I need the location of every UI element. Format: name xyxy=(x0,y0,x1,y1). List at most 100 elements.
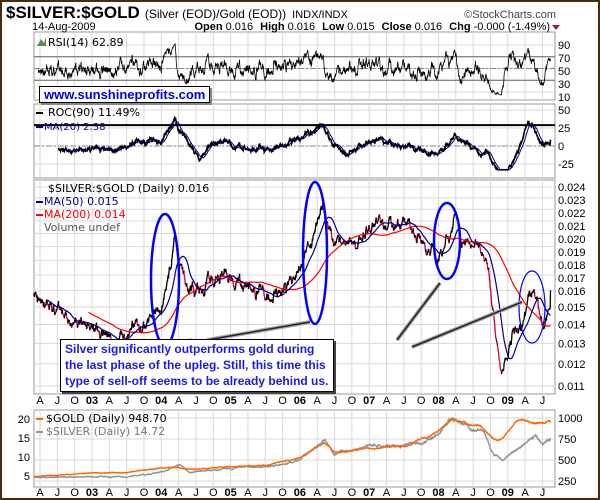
gold-legend: $GOLD (Daily) 948.70 xyxy=(46,412,167,425)
volume-legend: Volume undef xyxy=(44,221,121,234)
silver-tick-label: 10 xyxy=(18,452,30,464)
roc-tick-label: 25 xyxy=(558,123,570,135)
x-axis-label: 04 xyxy=(155,395,168,407)
low-label: Low xyxy=(322,21,345,33)
gold-tick-label: 500 xyxy=(558,455,576,467)
x-axis-label: A xyxy=(36,395,44,407)
x-axis-label: 03 xyxy=(86,487,98,498)
roc-tick-label: -25 xyxy=(558,159,574,171)
x-axis-label: O xyxy=(70,487,79,498)
x-axis-label: J xyxy=(193,487,199,498)
x-axis-label: 05 xyxy=(224,487,236,498)
roc-line xyxy=(57,115,552,171)
ma50-line xyxy=(46,216,551,360)
roc-ma-line xyxy=(63,121,551,171)
x-axis-label: O xyxy=(140,487,149,498)
silver-swatch xyxy=(36,431,43,433)
x-axis-label: J xyxy=(55,395,61,407)
low-value: 0.015 xyxy=(347,21,375,33)
x-axis-label: A xyxy=(36,487,44,498)
silver-tick-label: 5 xyxy=(24,471,30,483)
high-label: High xyxy=(260,21,285,33)
ma200-legend: MA(200) 0.014 xyxy=(44,208,126,221)
annotation-line: the last phase of the upleg. Still, this… xyxy=(65,358,326,372)
ratio-tick-label: 0.011 xyxy=(558,381,585,393)
ratio-legend: $SILVER:$GOLD (Daily) 0.016 xyxy=(48,182,209,195)
roc-ma-legend: MA(20) 2.38 xyxy=(44,122,105,133)
ratio-tick-label: 0.022 xyxy=(558,208,586,220)
x-axis-label: 09 xyxy=(502,395,514,407)
rsi-tick-label: 70 xyxy=(558,53,570,65)
ratio-tick-label: 0.021 xyxy=(558,221,586,233)
x-axis-label: J xyxy=(124,395,130,407)
x-axis-label: O xyxy=(209,487,218,498)
ratio-tick-label: 0.014 xyxy=(558,319,586,331)
x-axis-label: A xyxy=(244,487,252,498)
x-axis-label: O xyxy=(348,487,357,498)
roc-tick-label: 50 xyxy=(558,105,570,117)
close-value: 0.016 xyxy=(414,21,443,33)
x-axis-label: O xyxy=(278,395,287,407)
highlight-ellipse xyxy=(432,201,462,281)
x-axis-label: 09 xyxy=(502,487,514,498)
chart-exchange: INDX/INDX xyxy=(292,9,348,21)
x-axis-label: O xyxy=(417,395,426,407)
x-axis-label: A xyxy=(383,395,391,407)
gold-line xyxy=(33,417,552,478)
x-axis-label: A xyxy=(383,487,391,498)
open-value: 0.016 xyxy=(225,21,254,33)
x-axis-label: 08 xyxy=(432,395,444,407)
x-axis-label: J xyxy=(470,487,476,498)
ratio-tick-label: 0.023 xyxy=(558,195,586,207)
panel-frame xyxy=(33,409,556,488)
ratio-tick-label: 0.017 xyxy=(558,273,586,285)
x-axis-label: 06 xyxy=(294,395,306,407)
x-axis-label: O xyxy=(417,487,426,498)
x-axis-label: J xyxy=(263,487,269,498)
x-axis-label: O xyxy=(278,487,287,498)
legends: RSI(14) 62.89 ROC(90) 11.49% MA(20) 2.38… xyxy=(36,36,209,438)
x-axis-label: A xyxy=(314,395,322,407)
annotation-line: type of sell-off seems to be already beh… xyxy=(65,374,329,388)
x-axis-label: A xyxy=(244,395,252,407)
gold-tick-label: 1000 xyxy=(558,413,582,425)
x-axis-label: A xyxy=(106,395,114,407)
x-axis-label: J xyxy=(124,487,130,498)
x-axis-label: 05 xyxy=(224,395,236,407)
x-axis-label: A xyxy=(175,487,183,498)
silver-tick-label: 15 xyxy=(18,433,30,445)
ratio-tick-label: 0.015 xyxy=(558,302,586,314)
ratio-tick-label: 0.012 xyxy=(558,359,586,371)
ratio-tick-label: 0.024 xyxy=(558,182,586,194)
header-title-row: $SILVER:$GOLD (Silver (EOD)/Gold (EOD)) … xyxy=(6,3,556,22)
ratio-tick-label: 0.013 xyxy=(558,338,586,350)
ratio-tick-label: 0.016 xyxy=(558,286,586,298)
x-axis-label: O xyxy=(348,395,357,407)
x-axis-label: J xyxy=(55,487,61,498)
highlight-ellipse xyxy=(301,180,329,326)
silver-line xyxy=(33,416,552,479)
header-quote-row: 14-Aug-2009 Open 0.016 High 0.016 Low 0.… xyxy=(32,21,560,35)
ratio-tick-label: 0.020 xyxy=(558,234,586,246)
rsi-area-icon xyxy=(37,37,46,46)
pointer-line xyxy=(206,321,311,341)
annotation-line: Silver significantly outperforms gold du… xyxy=(65,342,315,356)
gold-tick-label: 250 xyxy=(558,476,576,488)
roc-legend-swatch xyxy=(36,112,43,114)
roc-tick-label: 0 xyxy=(558,141,564,153)
x-axis-label: O xyxy=(70,395,79,407)
x-axis-label: A xyxy=(452,487,460,498)
open-label: Open xyxy=(194,21,223,33)
silver-tick-label: 20 xyxy=(18,414,30,426)
ma200-swatch xyxy=(36,214,43,216)
chart-date: 14-Aug-2009 xyxy=(32,21,96,33)
rsi-tick-label: 10 xyxy=(558,92,570,104)
x-axis-label: 08 xyxy=(432,487,444,498)
x-axis-label: J xyxy=(193,395,199,407)
rsi-tick-label: 30 xyxy=(558,79,570,91)
watermark-link[interactable]: www.sunshineprofits.com xyxy=(39,86,211,103)
rsi-line xyxy=(37,43,551,96)
x-axis-label: 06 xyxy=(294,487,306,498)
